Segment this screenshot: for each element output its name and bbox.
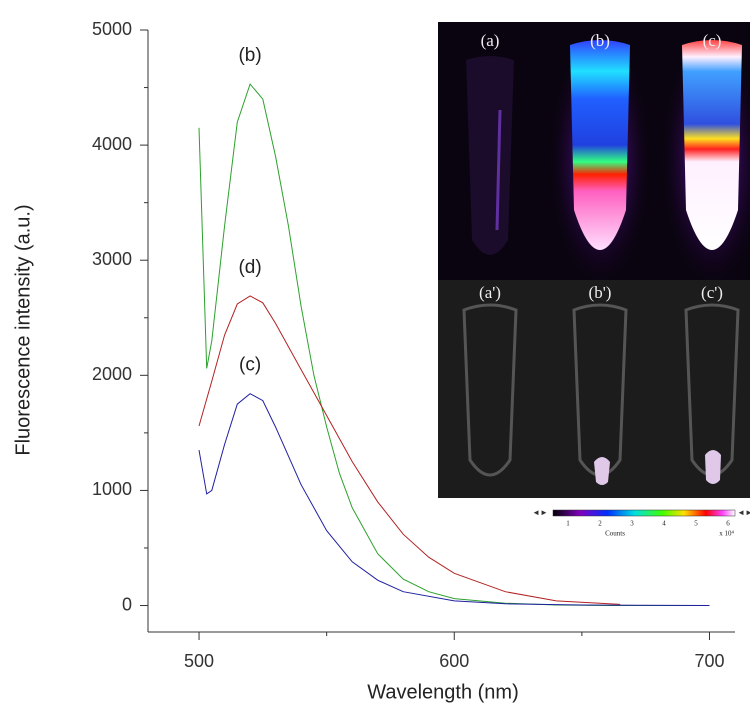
tube-c-prime	[684, 303, 740, 477]
colorbar-unit: x 10⁴	[719, 530, 734, 538]
inset-label: (c')	[701, 283, 723, 302]
y-tick-label: 0	[122, 594, 132, 614]
y-axis-title: Fluorescence intensity (a.u.)	[12, 204, 34, 455]
colorbar-arrow: ◄►	[532, 508, 548, 517]
tube-c	[682, 40, 742, 250]
tube-b-prime	[572, 303, 628, 477]
series-label: (d)	[238, 257, 261, 278]
y-tick-label: 5000	[92, 19, 132, 39]
data-line	[198, 83, 710, 606]
colorbar-tick-label: 5	[694, 520, 698, 528]
spot-c	[705, 450, 721, 484]
y-tick-label: 1000	[92, 479, 132, 499]
data-line	[198, 393, 710, 606]
x-tick-label: 500	[184, 651, 214, 671]
inset-label: (c)	[703, 31, 722, 50]
series-label: (b)	[238, 45, 261, 66]
colorbar-arrow: ◄►	[737, 508, 750, 517]
x-axis-title: Wavelength (nm)	[367, 681, 519, 703]
spot-b	[594, 457, 610, 485]
tube-a-glow	[495, 109, 502, 231]
x-tick-label: 700	[694, 651, 724, 671]
x-tick-label: 600	[439, 651, 469, 671]
inset-label: (b')	[589, 283, 612, 302]
colorbar-tick-label: 2	[598, 520, 602, 528]
tube-b	[570, 40, 630, 250]
inset-label: (b)	[590, 31, 610, 50]
colorbar-tick-label: 1	[566, 520, 570, 528]
inset-label: (a)	[481, 31, 500, 50]
inset-label: (a')	[479, 283, 501, 302]
colorbar-tick-label: 3	[630, 520, 634, 528]
tube-a	[466, 56, 514, 255]
y-tick-label: 4000	[92, 134, 132, 154]
colorbar-tick-label: 4	[662, 520, 666, 528]
y-tick-label: 3000	[92, 249, 132, 269]
inset-bottom	[438, 280, 750, 498]
inset-image: ◄► ◄► Counts x 10⁴ (a) (b) (c) (a') (b') (c')…	[438, 22, 750, 538]
colorbar	[552, 509, 736, 517]
data-line	[198, 295, 621, 605]
tube-a-prime	[462, 303, 518, 477]
series-label: (c)	[239, 355, 261, 376]
colorbar-tick-label: 6	[726, 520, 730, 528]
y-tick-label: 2000	[92, 364, 132, 384]
colorbar-title: Counts	[605, 530, 625, 538]
